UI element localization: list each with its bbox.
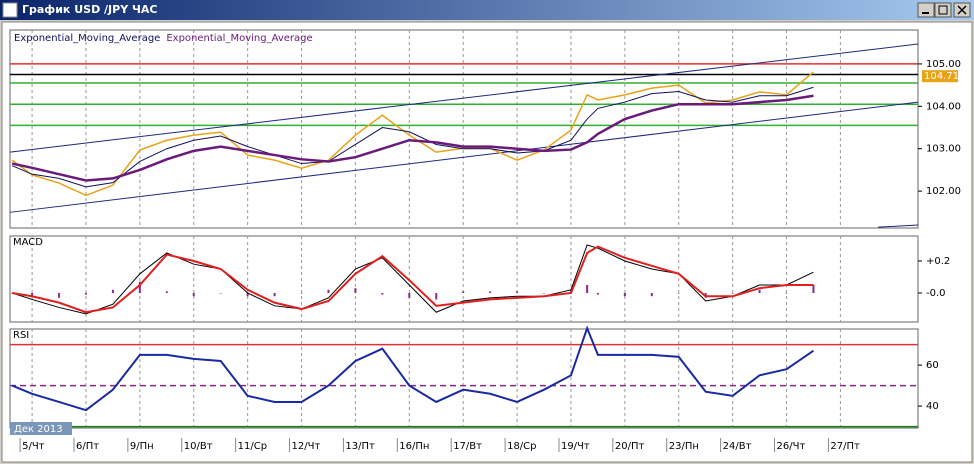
trend-line xyxy=(878,224,919,228)
series-line xyxy=(11,86,814,188)
histogram-bar xyxy=(111,289,114,294)
window-icon xyxy=(2,2,18,18)
charts: 102.00 103.00 104.00 105.00 Exponential_Movi… xyxy=(9,29,961,452)
histogram-bar xyxy=(31,293,34,297)
histogram-bar xyxy=(58,293,61,298)
histogram-bar xyxy=(785,293,788,294)
histogram-bar xyxy=(516,291,519,294)
legend-entry: Exponential_Moving_Average xyxy=(166,33,312,44)
chart-area xyxy=(1,21,973,463)
window-buttons[interactable] xyxy=(917,2,971,18)
histogram-bar xyxy=(812,285,815,294)
series-line xyxy=(11,325,815,412)
window-title: График USD /JPY ЧАС xyxy=(22,3,157,16)
y-tick-label: 60 xyxy=(926,360,939,371)
price-label-box xyxy=(922,70,958,83)
panel-frame xyxy=(9,29,919,229)
histogram-bar xyxy=(300,293,303,294)
histogram-bar xyxy=(677,293,680,294)
price-label: 104.71 xyxy=(924,71,959,82)
x-tick-label: 12/Чт xyxy=(292,441,321,452)
x-tick-label: 10/Вт xyxy=(184,441,213,452)
x-tick-label: 18/Ср xyxy=(507,441,536,452)
histogram-bar xyxy=(138,281,141,294)
histogram-bar xyxy=(758,289,761,294)
minimize-button[interactable] xyxy=(917,2,935,18)
panel-frame xyxy=(9,235,919,323)
histogram-bar xyxy=(731,293,734,294)
histogram-bar xyxy=(623,293,626,297)
y-tick-label: 40 xyxy=(926,401,939,412)
histogram-bar xyxy=(327,289,330,294)
x-tick-label: 5/Чт xyxy=(22,441,45,452)
histogram-bar xyxy=(543,293,546,294)
histogram-bar xyxy=(489,291,492,294)
x-tick-label: 13/Пт xyxy=(345,441,375,452)
trend-line xyxy=(9,43,919,153)
panel-frame xyxy=(9,328,919,429)
histogram-bar xyxy=(84,293,87,295)
icon xyxy=(938,5,948,15)
histogram-bar xyxy=(165,291,168,294)
y-tick-label: 103.00 xyxy=(926,144,961,155)
histogram-bar xyxy=(462,291,465,294)
series-line xyxy=(11,245,814,314)
histogram-bar xyxy=(219,293,222,294)
y-tick-label: +0.2 xyxy=(926,256,950,267)
y-tick-label: -0.0 xyxy=(926,288,946,299)
period-box xyxy=(10,422,72,435)
x-tick-label: 11/Ср xyxy=(238,441,267,452)
panel-title: MACD xyxy=(13,237,43,248)
icon xyxy=(957,5,967,15)
histogram-bar xyxy=(586,285,589,294)
x-tick-label: 17/Вт xyxy=(453,441,482,452)
x-tick-label: 9/Пн xyxy=(130,441,154,452)
y-tick-label: 102.00 xyxy=(926,186,961,197)
histogram-bar xyxy=(354,288,357,294)
histogram-bar xyxy=(650,293,653,297)
x-tick-label: 24/Вт xyxy=(723,441,752,452)
title-bar xyxy=(0,0,974,20)
histogram-bar xyxy=(273,293,276,297)
histogram-bar xyxy=(246,293,249,297)
x-tick-label: 19/Чт xyxy=(561,441,590,452)
x-tick-label: 26/Чт xyxy=(777,441,806,452)
x-tick-label: 23/Пн xyxy=(669,441,699,452)
histogram-bar xyxy=(596,293,599,295)
histogram-bar xyxy=(435,293,438,300)
series-line xyxy=(11,71,814,197)
x-tick-label: 27/Пт xyxy=(830,441,860,452)
x-tick-label: 16/Пн xyxy=(399,441,429,452)
x-tick-label: 20/Пт xyxy=(615,441,645,452)
trend-line xyxy=(9,101,919,213)
legend-entry: Exponential_Moving_Average xyxy=(14,33,160,44)
maximize-button[interactable] xyxy=(934,2,952,18)
histogram-bar xyxy=(192,293,195,297)
y-tick-label: 104.00 xyxy=(926,101,961,112)
panel-title: RSI xyxy=(13,330,29,341)
series-line xyxy=(11,94,814,182)
period-label: Дек 2013 xyxy=(14,424,63,435)
histogram-bar xyxy=(381,293,384,295)
y-tick-label: 105.00 xyxy=(926,59,961,70)
x-tick-label: 6/Пт xyxy=(76,441,99,452)
histogram-bar xyxy=(408,293,411,298)
